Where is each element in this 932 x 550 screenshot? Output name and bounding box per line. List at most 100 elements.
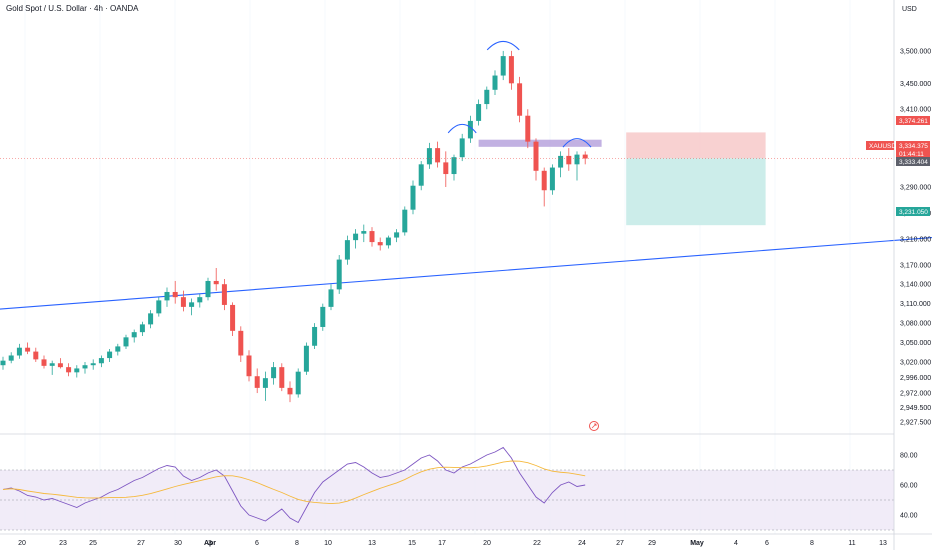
price-tick-label: 3,080.000 [900,321,931,328]
candle [25,342,31,355]
candle-body [262,378,268,388]
background-grid [24,0,851,534]
price-tick-label: 3,450.000 [900,81,931,88]
rsi-axis: 80.00 60.00 40.00 [900,453,918,520]
take-profit-zone [626,158,766,226]
candle-body [303,345,309,372]
candle [517,76,523,123]
time-tick-label: 13 [879,540,887,547]
candle [459,133,465,162]
candle-body [582,154,588,159]
candle [500,50,506,81]
time-tick-label: 13 [368,540,376,547]
time-tick-label: 20 [483,540,491,547]
candle-body [508,56,514,84]
target-price-tag [896,207,930,216]
candle [82,361,88,374]
candle [33,347,39,362]
prev-price-tag [896,157,930,166]
time-tick-label: 4 [734,540,738,547]
short-position-tool[interactable] [626,132,766,226]
currency-label: USD [902,6,917,13]
candle [369,227,375,247]
time-tick-label: Apr [204,540,216,547]
resistance-zone[interactable] [478,139,602,147]
candle [123,334,129,349]
candle [451,154,457,181]
candle-body [156,300,162,314]
price-tick-label: 3,110.000 [900,301,931,308]
candle-body [533,141,539,171]
candle-body [246,355,252,377]
candle-body [418,164,424,186]
candle [139,321,145,337]
candle-body [8,355,14,361]
price-tick-label: 2,972.000 [900,391,931,398]
candle [148,310,154,329]
rsi-band [0,470,894,530]
candle [221,279,227,311]
price-tick-label: 2,927.500 [900,419,931,426]
candle-body [131,332,137,338]
candle-body [164,291,170,301]
candle [558,151,564,178]
rsi-pane [0,446,894,531]
price-tick-label: 3,500.000 [900,48,931,55]
candle-body [353,233,359,241]
candle [16,343,22,359]
candle-body [74,368,80,373]
replay-icon[interactable] [589,421,599,431]
candle [394,229,400,243]
candle-body [402,209,408,233]
last-price-tag-label: 3,334.375 [899,143,928,150]
last-price-tag [896,141,930,158]
candle [254,368,260,394]
candle-body [49,363,55,366]
price-tick-label: 3,410.000 [900,107,931,114]
candle-body [139,324,145,333]
candle-body [172,291,178,298]
price-tick-label: 3,290.000 [900,185,931,192]
candle [115,343,121,356]
price-tags: 3,374.261 XAUUSD 3,334.375 01:44:11 3,33… [866,116,930,216]
time-tick-label: May [690,540,704,547]
candle-body [197,297,203,303]
price-axis[interactable]: 3,500.0003,450.0003,410.0003,290.0003,25… [900,48,931,426]
trendline[interactable] [0,221,932,310]
candle-body [435,148,441,163]
price-tick-label: 2,949.500 [900,405,931,412]
candle [303,342,309,375]
candle [172,280,178,304]
time-tick-label: 23 [59,540,67,547]
candle-body [320,306,326,327]
rsi-tick-label: 40.00 [900,513,918,520]
candle [467,115,473,143]
time-tick-label: 6 [255,540,259,547]
chart-title: Gold Spot / U.S. Dollar · 4h · OANDA [6,4,139,13]
candle-body [312,326,318,346]
candle [435,141,441,168]
candle [549,164,555,195]
stop-price-tag-label: 3,374.261 [899,118,928,125]
candle [361,224,367,243]
candle-body [213,280,219,285]
candle [8,352,14,364]
pattern-arc [447,123,477,134]
price-tick-label: 3,050.000 [900,340,931,347]
candle [164,287,170,307]
candle [312,323,318,349]
rsi-moving-average [2,460,586,504]
candle-body [25,347,31,352]
countdown-label: 01:44:11 [899,151,924,158]
candle-body [500,56,506,76]
candle [180,290,186,312]
candle [484,86,490,110]
candle [197,293,203,308]
time-tick-label: 10 [324,540,332,547]
candle [66,363,72,377]
candle-body [369,231,375,243]
time-tick-label: 3 [208,540,212,547]
candle [344,235,350,265]
